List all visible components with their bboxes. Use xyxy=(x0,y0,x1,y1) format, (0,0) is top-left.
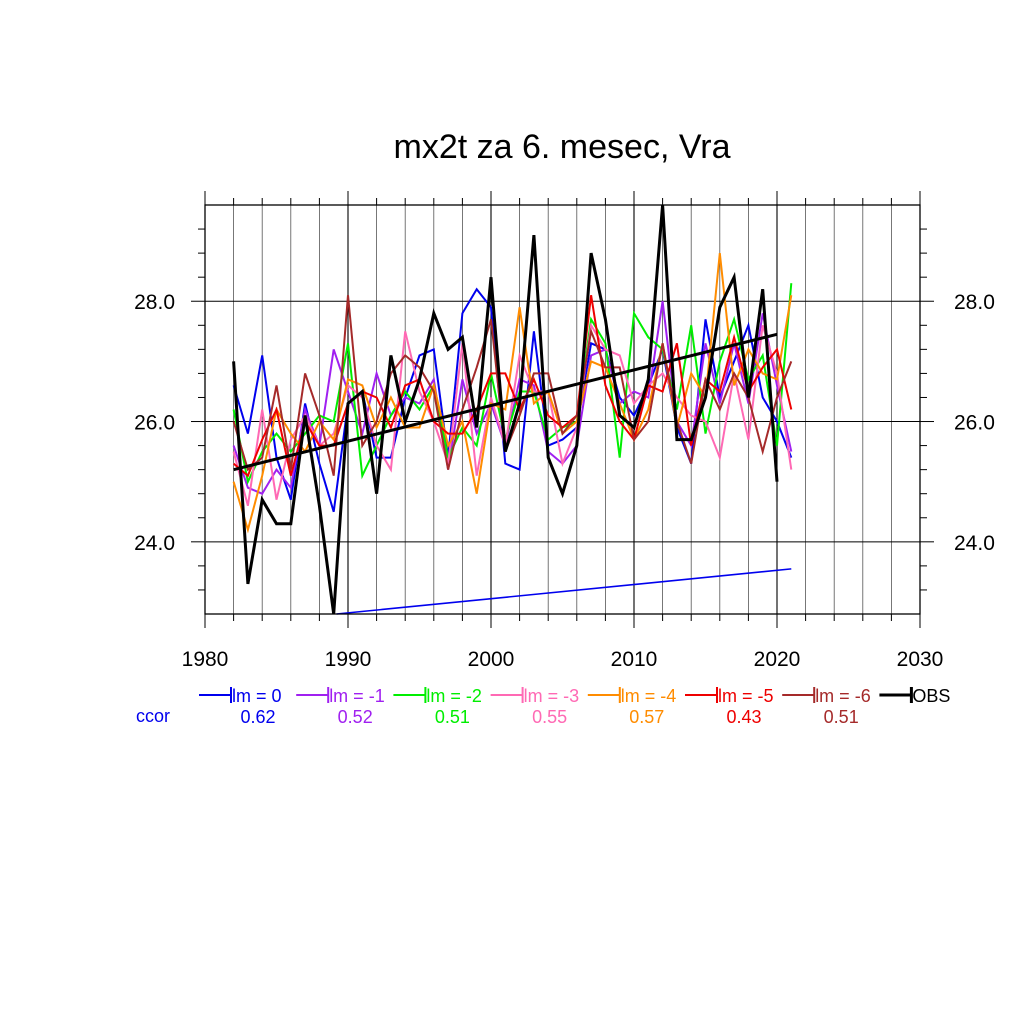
ccor-value-2: 0.51 xyxy=(435,707,470,727)
trend-line-1 xyxy=(336,568,792,615)
legend-label-6: lm = -6 xyxy=(815,686,871,706)
ccor-value-4: 0.57 xyxy=(629,707,664,727)
x-tick-label: 1980 xyxy=(182,648,229,671)
axis-ticks xyxy=(191,191,934,628)
x-tick-label: 2030 xyxy=(897,648,944,671)
tick-labels: 1980 1990 2000 2010 2020 2030 24.0 24.0 26.0 26.0… xyxy=(134,291,995,671)
grid xyxy=(205,205,920,614)
ccor-value-0: 0.62 xyxy=(240,707,275,727)
y-tick-label-right: 26.0 xyxy=(954,412,995,435)
x-tick-label: 1990 xyxy=(325,648,372,671)
ccor-value-5: 0.43 xyxy=(726,707,761,727)
y-tick-label-left: 24.0 xyxy=(134,532,175,555)
legend-label-4: lm = -4 xyxy=(621,686,677,706)
trend-line-0 xyxy=(233,332,778,472)
legend-label-5: lm = -5 xyxy=(718,686,774,706)
y-tick-label-left: 26.0 xyxy=(134,412,175,435)
series-line-4 xyxy=(232,252,793,534)
y-tick-label-left: 28.0 xyxy=(134,291,175,314)
legend-label-2: lm = -2 xyxy=(426,686,482,706)
chart-title: mx2t za 6. mesec, Vra xyxy=(394,128,731,166)
ccor-value-1: 0.52 xyxy=(338,707,373,727)
x-tick-label: 2010 xyxy=(611,648,658,671)
ccor-value-3: 0.55 xyxy=(532,707,567,727)
trend-lines xyxy=(233,332,792,615)
legend-label-7: OBS xyxy=(912,686,950,706)
ccor-value-6: 0.51 xyxy=(824,707,859,727)
series-lines xyxy=(232,204,793,615)
legend-label-1: lm = -1 xyxy=(329,686,385,706)
ccor-label: ccor xyxy=(136,706,170,726)
y-tick-label-right: 24.0 xyxy=(954,532,995,555)
legend-label-3: lm = -3 xyxy=(524,686,580,706)
x-tick-label: 2020 xyxy=(754,648,801,671)
y-tick-label-right: 28.0 xyxy=(954,291,995,314)
series-line-2 xyxy=(232,283,793,485)
series-line-7 xyxy=(232,204,779,615)
x-tick-label: 2000 xyxy=(468,648,515,671)
plot-frame xyxy=(204,204,921,615)
legend-label-0: lm = 0 xyxy=(232,686,282,706)
